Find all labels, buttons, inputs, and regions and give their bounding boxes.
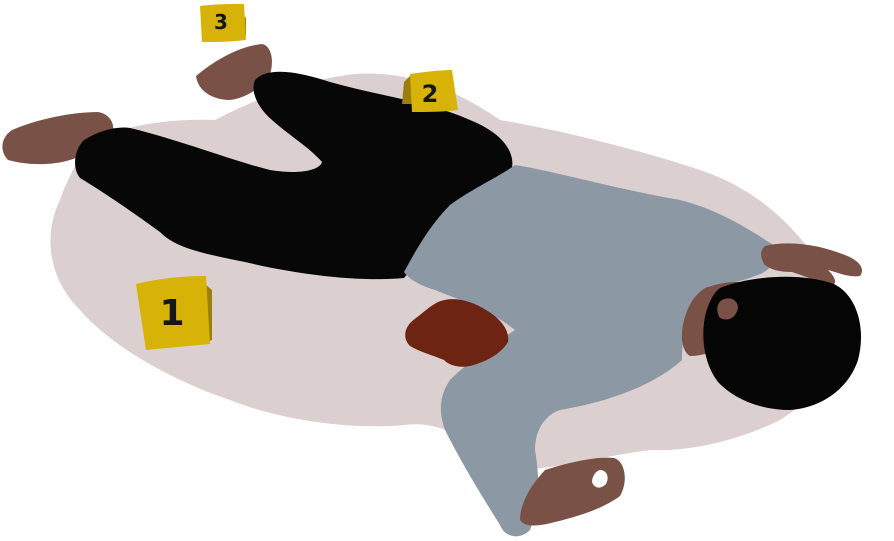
ear — [717, 298, 738, 320]
evidence-marker-3: 3 — [200, 4, 246, 42]
marker-2-label: 2 — [422, 80, 439, 108]
marker-3-label: 3 — [214, 10, 228, 34]
blood-stain-icon — [405, 299, 509, 367]
shirt — [404, 165, 777, 537]
left-hand-knuckle — [592, 470, 608, 488]
head-hair — [703, 276, 861, 410]
right-hand — [761, 243, 863, 286]
evidence-marker-2: 2 — [402, 70, 458, 112]
right-foot — [196, 44, 272, 100]
marker-1-label: 1 — [159, 293, 184, 334]
evidence-marker-1: 1 — [136, 276, 212, 350]
pants — [75, 71, 513, 280]
